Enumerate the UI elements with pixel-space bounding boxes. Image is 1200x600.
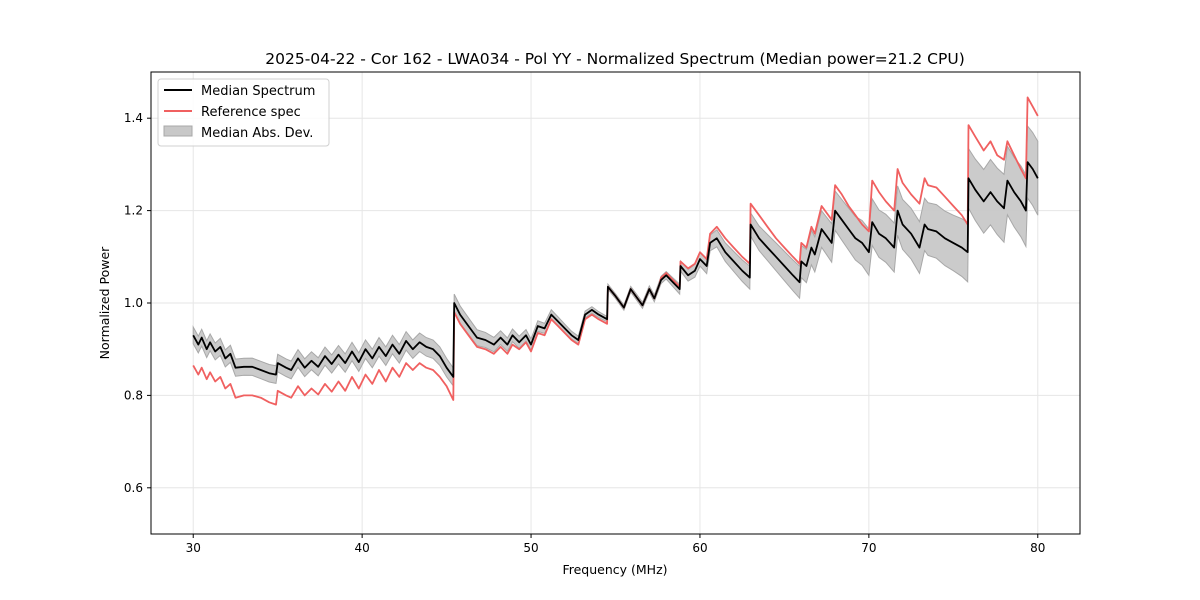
y-tick-label: 1.4 (124, 111, 143, 125)
y-axis: 0.6 0.8 1.0 1.2 1.4 (124, 111, 151, 495)
legend-label-median: Median Spectrum (201, 84, 315, 99)
x-tick-label: 70 (861, 541, 876, 555)
legend-label-mad: Median Abs. Dev. (201, 126, 313, 141)
legend-label-reference: Reference spec (201, 105, 301, 120)
median-spectrum-line (192, 161, 1039, 378)
legend-swatch-mad (163, 125, 193, 137)
x-axis-label: Frequency (MHz) (562, 562, 667, 577)
y-tick-label: 0.8 (124, 388, 143, 402)
x-tick-label: 60 (692, 541, 707, 555)
x-tick-label: 80 (1030, 541, 1045, 555)
legend-box (157, 78, 330, 147)
y-tick-label: 1.0 (124, 296, 143, 310)
x-axis: 30 40 50 60 70 80 (186, 534, 1045, 555)
x-tick-label: 50 (523, 541, 538, 555)
chart-title: 2025-04-22 - Cor 162 - LWA034 - Pol YY -… (265, 50, 965, 68)
plot-area (192, 96, 1039, 406)
x-tick-label: 40 (354, 541, 369, 555)
legend: Median Spectrum Reference spec Median Ab… (157, 78, 330, 147)
mad-band (192, 124, 1039, 388)
y-axis-label: Normalized Power (97, 246, 112, 360)
y-tick-label: 0.6 (124, 481, 143, 495)
x-tick-label: 30 (186, 541, 201, 555)
y-tick-label: 1.2 (124, 204, 143, 218)
